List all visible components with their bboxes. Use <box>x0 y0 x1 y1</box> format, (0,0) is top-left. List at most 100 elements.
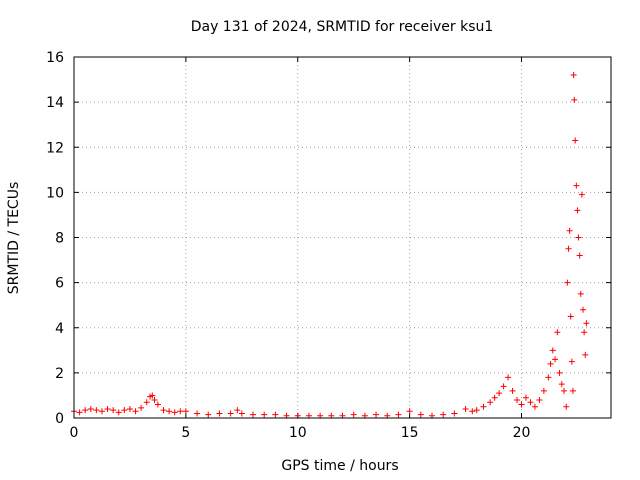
data-point <box>567 313 574 320</box>
data-point <box>491 394 498 401</box>
data-point <box>166 408 173 415</box>
data-point <box>110 407 117 414</box>
data-point <box>582 351 589 358</box>
data-point <box>234 407 241 414</box>
y-tick-label: 8 <box>55 231 64 247</box>
data-point <box>151 396 158 403</box>
data-point <box>554 329 561 336</box>
x-tick-label: 10 <box>289 425 307 441</box>
data-point <box>522 394 529 401</box>
data-point <box>143 399 150 406</box>
data-point <box>98 408 105 415</box>
x-tick-label: 20 <box>513 425 531 441</box>
data-point <box>473 407 480 414</box>
y-tick-label: 16 <box>46 50 64 66</box>
data-point <box>574 207 581 214</box>
data-point <box>552 356 559 363</box>
data-point <box>395 411 402 418</box>
data-point <box>406 408 413 415</box>
data-point <box>566 227 573 234</box>
data-point <box>182 408 189 415</box>
data-point <box>238 410 245 417</box>
data-point <box>469 408 476 415</box>
data-point <box>160 407 167 414</box>
data-point <box>583 320 590 327</box>
data-point <box>545 374 552 381</box>
data-point <box>572 137 579 144</box>
data-point <box>115 409 122 416</box>
data-point <box>138 404 145 411</box>
data-point <box>570 72 577 79</box>
data-point <box>536 396 543 403</box>
data-point <box>578 191 585 198</box>
data-point <box>564 279 571 286</box>
chart-title: Day 131 of 2024, SRMTID for receiver ksu… <box>191 19 494 35</box>
data-point <box>121 407 128 414</box>
data-point <box>518 401 525 408</box>
data-point <box>547 360 554 367</box>
data-points <box>71 72 590 419</box>
data-point <box>149 392 156 399</box>
plot-frame <box>73 56 612 419</box>
data-point <box>250 411 256 418</box>
data-point <box>132 408 139 415</box>
data-point <box>272 411 279 418</box>
data-point <box>580 306 587 313</box>
y-tick-label: 14 <box>46 95 64 111</box>
data-point <box>487 399 494 406</box>
y-axis-label: SRMTID / TECUs <box>6 182 22 295</box>
data-point <box>549 347 556 354</box>
y-tick-label: 4 <box>55 321 64 337</box>
y-tick-label: 2 <box>55 366 64 382</box>
data-point <box>417 411 424 418</box>
data-point <box>576 252 583 259</box>
data-point <box>194 410 201 417</box>
data-point <box>563 403 570 410</box>
data-point <box>561 387 568 394</box>
gridlines <box>74 57 611 418</box>
data-point <box>505 374 512 381</box>
data-point <box>261 411 268 418</box>
data-point <box>556 369 563 376</box>
data-point <box>451 410 458 417</box>
y-tick-label: 12 <box>46 140 64 156</box>
data-point <box>76 409 83 416</box>
data-point <box>177 408 184 415</box>
data-point <box>514 396 521 403</box>
data-point <box>373 411 380 418</box>
data-point <box>82 407 89 414</box>
data-point <box>575 234 582 241</box>
data-point <box>227 410 234 417</box>
data-point <box>104 405 111 412</box>
data-point <box>462 405 469 412</box>
x-axis-label: GPS time / hours <box>281 458 398 474</box>
x-tick-label: 5 <box>181 425 190 441</box>
x-tick-label: 15 <box>401 425 419 441</box>
data-point <box>509 387 516 394</box>
data-point <box>565 245 572 252</box>
tick-labels: 0 5 10 15 20 0 2 4 6 8 10 12 14 16 <box>46 50 530 441</box>
data-point <box>577 290 584 297</box>
data-point <box>531 403 538 410</box>
data-point <box>216 410 223 417</box>
data-point <box>154 401 161 408</box>
y-tick-label: 10 <box>46 185 64 201</box>
data-point <box>581 329 588 336</box>
data-point <box>350 411 357 418</box>
data-point <box>496 390 503 397</box>
data-point <box>480 403 487 410</box>
data-point <box>171 409 178 416</box>
data-point <box>571 96 578 103</box>
y-tick-label: 0 <box>55 411 64 427</box>
data-point <box>527 399 534 406</box>
data-point <box>87 405 94 412</box>
data-point <box>93 407 100 414</box>
data-point <box>573 182 580 189</box>
x-tick-label: 0 <box>70 425 79 441</box>
data-point <box>569 387 576 394</box>
y-tick-label: 6 <box>55 276 64 292</box>
data-point <box>568 358 575 365</box>
data-point <box>500 383 507 390</box>
data-point <box>126 405 133 412</box>
